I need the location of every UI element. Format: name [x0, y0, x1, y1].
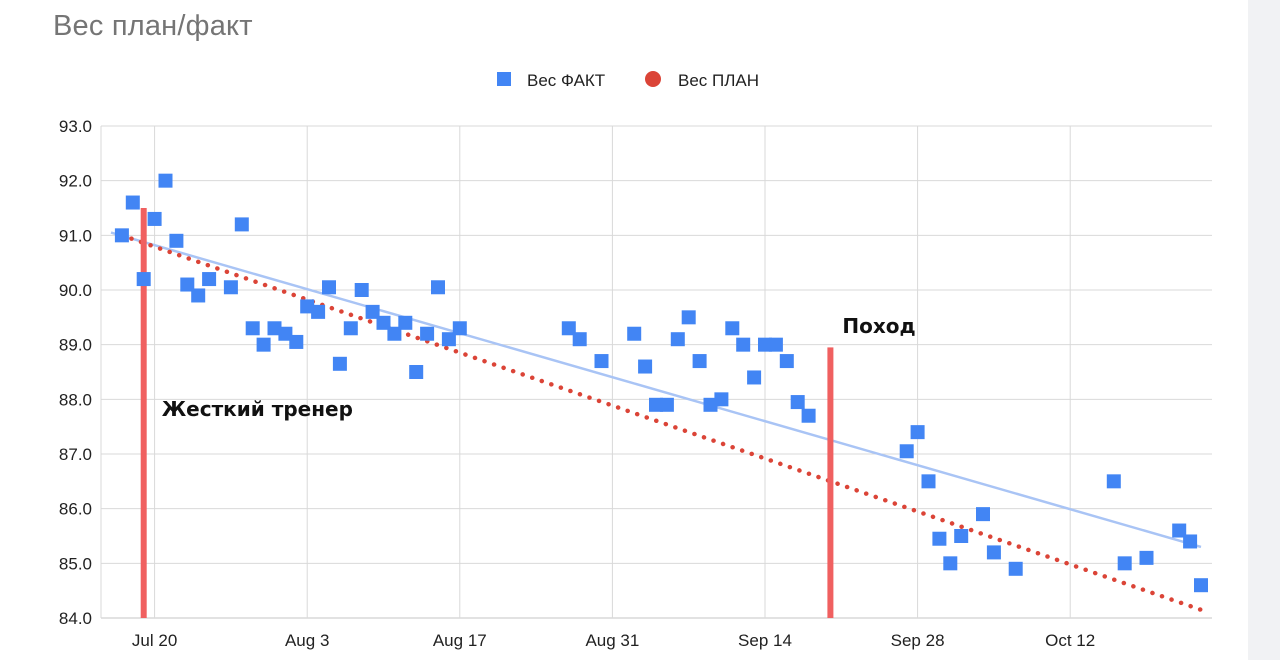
fact-point: [976, 507, 990, 522]
fact-point: [202, 272, 217, 287]
legend-fact-label: Вес ФАКТ: [527, 71, 605, 90]
fact-point: [1183, 534, 1198, 549]
fact-point: [561, 321, 576, 336]
fact-point: [300, 299, 315, 314]
y-tick-label: 89.0: [59, 336, 92, 355]
fact-point: [354, 283, 369, 297]
fact-point: [725, 321, 740, 336]
fact-point: [768, 337, 783, 352]
fact-point: [594, 354, 609, 369]
fact-point: [714, 392, 729, 407]
y-tick-label: 86.0: [59, 500, 92, 519]
x-tick-label: Jul 20: [132, 631, 177, 650]
fact-point: [986, 545, 1001, 560]
fact-point: [736, 337, 751, 352]
fact-point: [223, 280, 238, 295]
fact-point: [409, 365, 424, 379]
annotation-marker: [140, 208, 147, 618]
fact-point: [180, 277, 195, 292]
fact-point: [1139, 550, 1154, 565]
fact-point: [431, 280, 445, 295]
fact-point: [376, 315, 391, 330]
fact-point: [245, 321, 260, 336]
fact-point: [1172, 523, 1187, 538]
x-tick-label: Sep 28: [891, 631, 945, 650]
fact-point: [627, 326, 642, 341]
x-tick-label: Sep 14: [738, 631, 792, 650]
y-tick-label: 92.0: [59, 172, 92, 191]
fact-point: [267, 321, 282, 336]
fact-point: [638, 359, 653, 374]
fact-point: [441, 332, 456, 347]
chart-card: Вес план/факт 84.0 85.0 86.0 87.0 88.0 89.0 90…: [0, 0, 1248, 660]
x-tick-label: Aug 17: [433, 631, 487, 650]
legend-plan-label: Вес ПЛАН: [678, 71, 759, 90]
legend: Вес ФАКТ Вес ПЛАН: [497, 71, 759, 90]
y-tick-label: 88.0: [59, 390, 92, 409]
y-tick-label: 85.0: [59, 554, 92, 573]
fact-point: [649, 397, 663, 412]
fact-point: [943, 556, 958, 571]
x-tick-label: Aug 31: [585, 631, 639, 650]
fact-point: [365, 304, 380, 319]
fact-point: [398, 315, 413, 330]
y-tick-label: 91.0: [59, 226, 92, 245]
fact-point: [114, 228, 129, 243]
fact-point: [322, 280, 336, 295]
fact-point: [572, 332, 587, 347]
fact-point: [932, 531, 947, 546]
x-tick-label: Aug 3: [285, 631, 329, 650]
fact-point: [256, 337, 271, 352]
fact-point: [1008, 561, 1023, 576]
fact-point: [779, 354, 794, 369]
plan-series-line: [119, 233, 1204, 613]
fact-point: [191, 288, 206, 303]
fact-point: [387, 326, 402, 341]
x-tick-label: Oct 12: [1045, 631, 1095, 650]
y-tick-label: 90.0: [59, 281, 92, 300]
fact-point: [1106, 474, 1121, 489]
fact-point: [692, 354, 707, 369]
fact-point: [147, 211, 162, 226]
y-tick-label: 84.0: [59, 609, 92, 628]
annotation-marker: [827, 347, 834, 618]
fact-point: [278, 326, 293, 341]
fact-point: [954, 529, 969, 543]
fact-point: [758, 337, 772, 352]
fact-point: [659, 397, 674, 412]
fact-point: [790, 395, 805, 410]
fact-point: [1117, 556, 1132, 571]
fact-point: [332, 356, 347, 371]
fact-point: [681, 310, 696, 325]
trendline: [110, 231, 1202, 549]
fact-point: [910, 425, 925, 440]
fact-point: [234, 217, 249, 232]
fact-point: [343, 321, 358, 336]
chart-title: Вес план/факт: [53, 10, 253, 42]
fact-point: [703, 397, 718, 412]
legend-fact-swatch: [497, 72, 511, 86]
fact-point: [158, 173, 173, 188]
fact-point: [1194, 578, 1208, 593]
legend-plan-swatch: [645, 71, 661, 87]
fact-point: [136, 272, 151, 287]
annotation-label: Жесткий тренер: [162, 397, 353, 421]
fact-point: [420, 326, 435, 341]
fact-point: [289, 334, 304, 349]
fact-point: [670, 332, 685, 347]
fact-point: [747, 370, 762, 385]
fact-point: [801, 408, 816, 423]
fact-point: [125, 195, 140, 210]
fact-point: [921, 474, 936, 489]
fact-point: [169, 233, 184, 248]
fact-point: [311, 304, 326, 319]
fact-point: [452, 321, 467, 336]
chart-svg: 84.0 85.0 86.0 87.0 88.0 89.0 90.0 91.0 92.0 93.0…: [59, 71, 1212, 650]
annotation-label: Поход: [842, 314, 915, 338]
fact-point: [899, 444, 914, 459]
y-tick-label: 93.0: [59, 117, 92, 136]
y-tick-label: 87.0: [59, 445, 92, 464]
